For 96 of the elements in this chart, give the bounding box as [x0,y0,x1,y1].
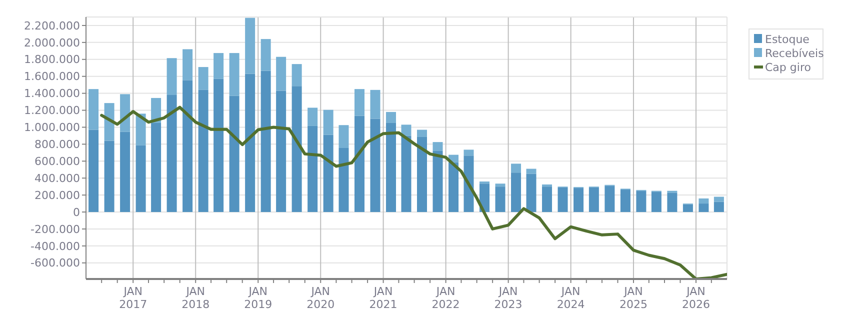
bar [542,186,552,212]
bar [229,53,240,96]
bar [214,53,224,79]
bar [511,172,522,212]
bar [88,89,99,130]
bar [698,204,709,212]
bar [526,174,536,212]
bar [276,90,286,212]
y-tick-label: -200.000 [30,222,80,236]
bar [588,187,599,212]
bar [370,90,380,119]
bar [104,140,114,212]
bar [260,39,271,71]
bar [276,56,286,91]
y-tick-label: 800.000 [34,138,80,152]
bar [604,186,615,212]
bar [495,186,506,212]
bar [401,124,412,136]
x-tick-label: JAN 2022 [432,285,460,311]
bar [292,64,302,86]
bar [292,86,302,212]
bar [88,130,99,212]
bar [620,190,630,212]
bar [151,122,162,212]
bar [182,49,193,80]
x-tick-label: JAN 2018 [182,285,210,311]
bar [245,74,256,212]
bar [370,118,380,212]
bar [386,122,396,212]
legend-label: Estoque [765,32,810,46]
bar [182,80,193,212]
bar [354,89,364,116]
bar [714,196,724,202]
y-tick-label: -600.000 [30,256,80,270]
bar [526,168,536,174]
bar [120,132,130,212]
y-tick-label: -400.000 [30,240,80,253]
bar [651,192,662,212]
x-tick-label: JAN 2023 [494,285,522,311]
bar [714,202,724,212]
x-tick-label: JAN 2024 [556,285,585,311]
bar [198,90,208,212]
x-tick-label: JAN 2025 [619,285,648,311]
y-tick-label: 2.000.000 [24,36,80,50]
y-tick-label: 600.000 [34,154,80,168]
bar [417,130,427,137]
bar [480,181,490,184]
line-series [100,106,727,279]
y-tick-label: 1.000.000 [24,121,80,134]
bar [682,204,693,212]
bar [432,142,443,151]
bar [308,126,318,212]
x-tick-label: JAN 2019 [244,285,272,311]
x-tick-label: JAN 2026 [682,285,710,311]
bar [558,187,568,212]
bar [667,192,678,212]
bar [464,150,474,156]
bar [401,136,412,212]
bar [166,95,177,212]
bar [542,184,552,187]
y-tick-label: 1.400.000 [24,87,80,100]
bar [104,103,114,141]
legend-label: Cap giro [765,60,812,74]
y-tick-label: 1.200.000 [24,104,80,118]
bar [511,164,522,173]
y-tick-label: 0 [73,206,80,219]
bar [636,190,646,212]
x-tick-label: JAN 2020 [306,285,335,311]
y-tick-label: 400.000 [34,172,80,185]
y-tick-label: 1.600.000 [24,70,80,84]
bar [229,96,240,212]
bar [308,108,318,126]
bar [338,148,349,212]
y-tick-label: 2.200.000 [24,19,80,32]
bar [417,136,427,212]
x-tick-label: JAN 2017 [119,285,148,311]
bar [323,110,334,135]
bar [354,116,364,212]
bar [260,70,271,212]
bar [166,58,177,96]
x-tick-label: JAN 2021 [369,285,398,311]
bar [245,18,256,74]
bar [338,125,349,148]
bar [386,112,396,123]
bar [574,188,584,212]
bar [495,184,506,187]
legend-label: Recebíveis [765,46,824,60]
y-tick-label: 1.800.000 [24,53,80,66]
bar [136,145,146,212]
bar [214,78,224,212]
bar [432,150,443,212]
y-tick-label: 200.000 [34,188,80,202]
bar [448,162,459,212]
bar [698,198,709,204]
bar [323,134,334,212]
bar [198,67,208,90]
